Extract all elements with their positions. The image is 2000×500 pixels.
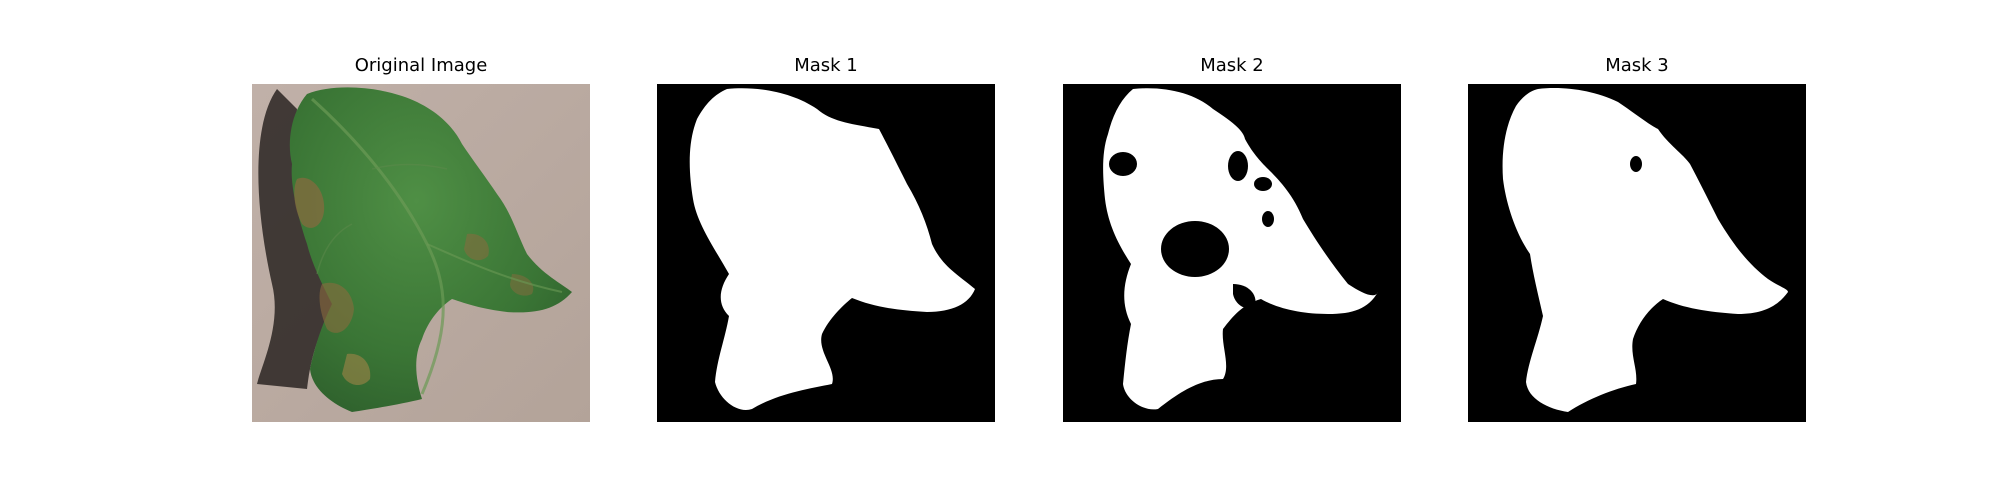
mask-hole <box>1630 156 1642 172</box>
lesion <box>342 353 371 386</box>
panel-title: Mask 1 <box>794 55 858 76</box>
mask-hole <box>1262 211 1274 227</box>
mask-3-image <box>1468 84 1806 422</box>
panel-title: Original Image <box>354 55 488 76</box>
vein <box>426 243 563 293</box>
mask-hole <box>1233 284 1256 309</box>
mask-hole <box>1109 152 1137 176</box>
lesion <box>294 177 325 228</box>
mask-foreground <box>1502 88 1788 412</box>
mask-1-image <box>657 84 995 422</box>
panel-title: Mask 3 <box>1605 55 1669 76</box>
leaf-shadow <box>257 89 342 389</box>
midrib <box>310 97 445 395</box>
mask-hole <box>1161 221 1229 277</box>
vein <box>371 163 448 170</box>
mask-foreground <box>689 88 975 410</box>
mask-2-image <box>1063 84 1401 422</box>
mask-hole <box>1254 177 1272 191</box>
mask-hole <box>1228 151 1248 181</box>
panel-title: Mask 2 <box>1200 55 1264 76</box>
mask-foreground <box>1103 88 1378 410</box>
vein <box>316 223 353 275</box>
lesion <box>319 282 354 333</box>
original-leaf-photo <box>252 84 590 422</box>
lesion <box>464 233 489 261</box>
